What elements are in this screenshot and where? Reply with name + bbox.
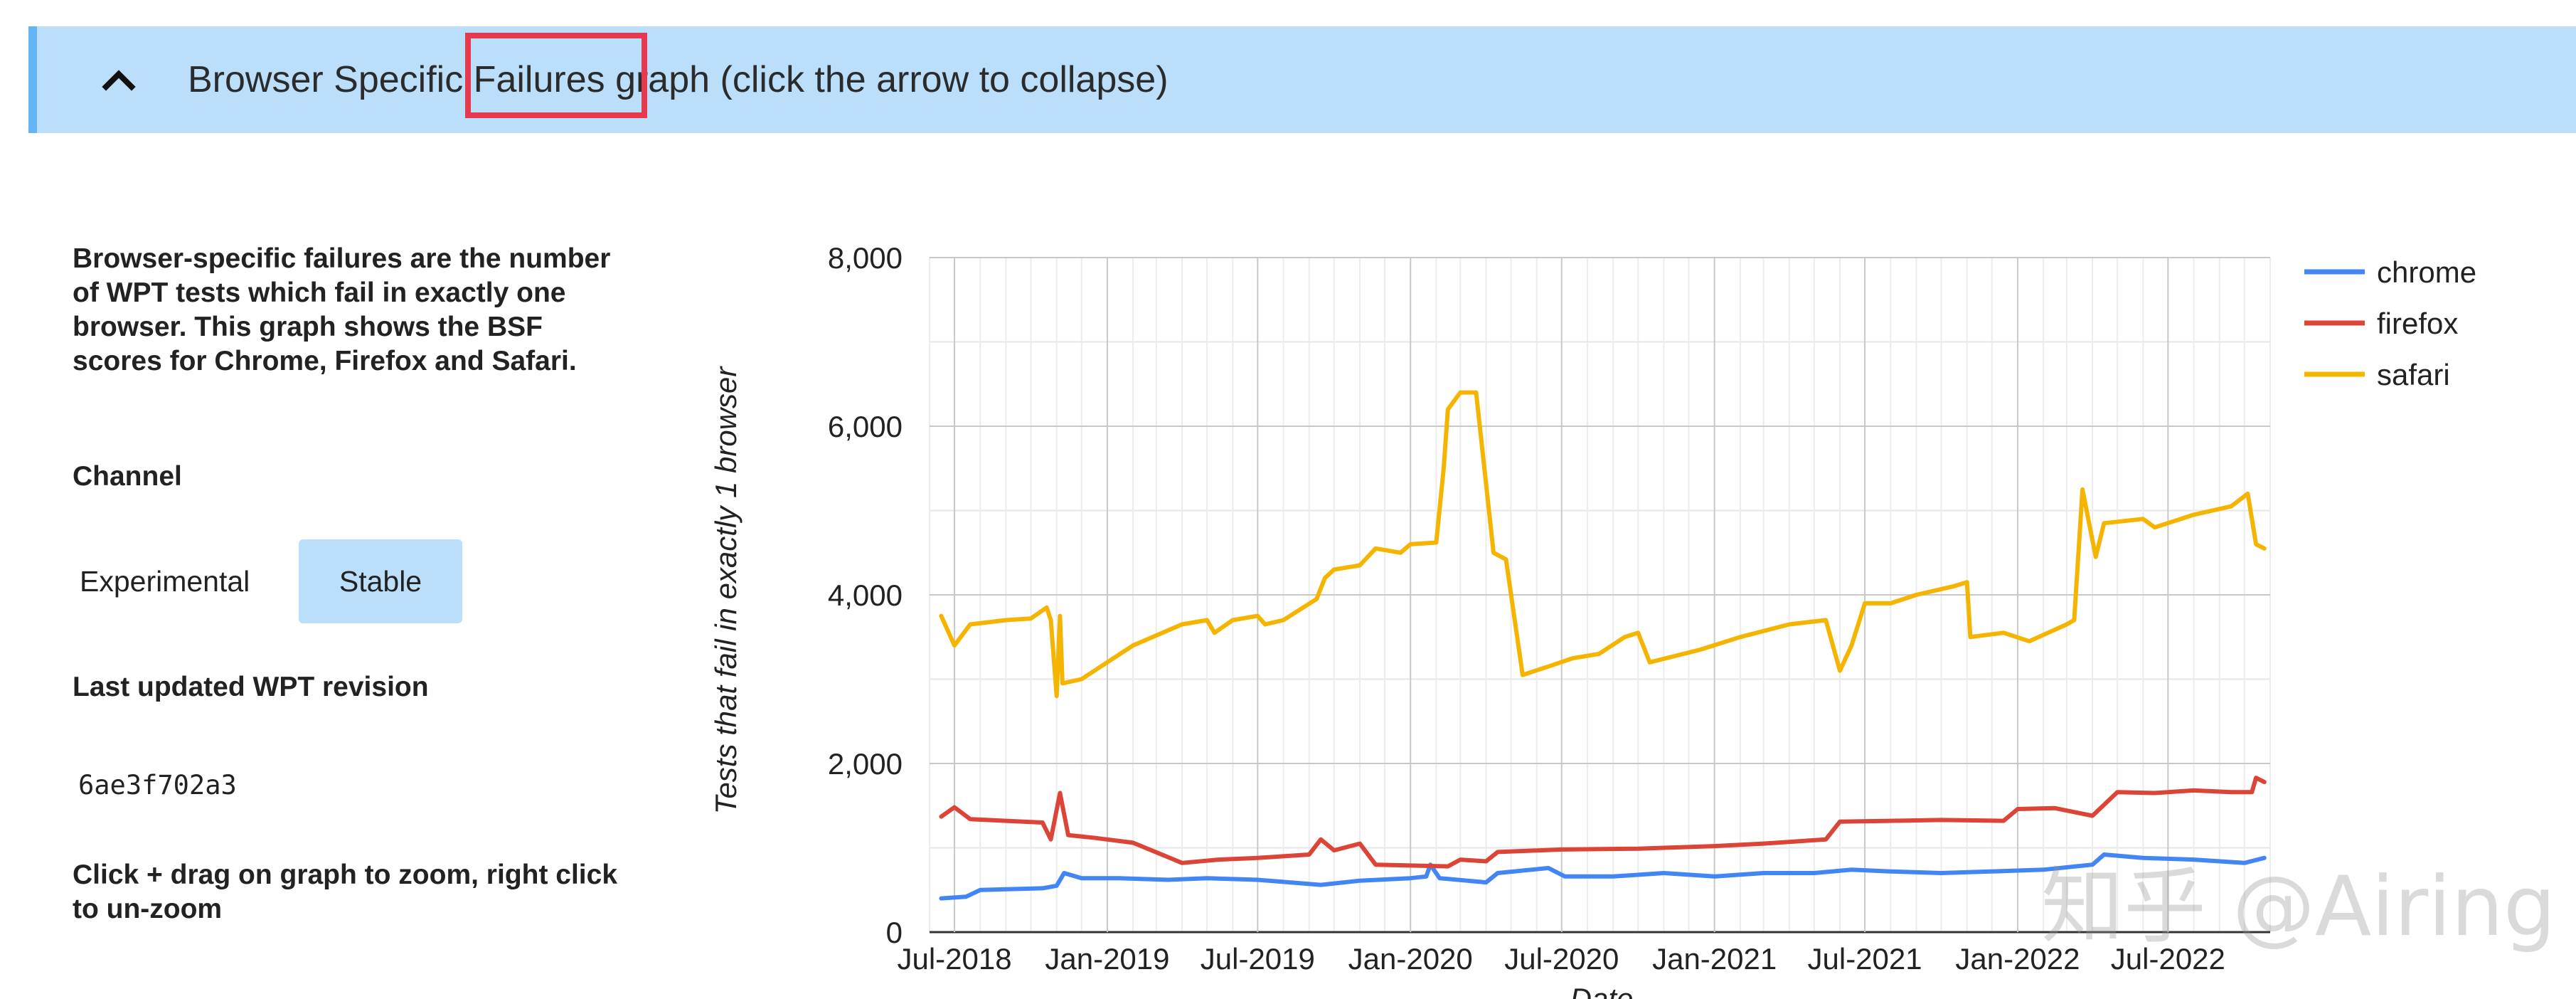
revision-value: 6ae3f702a3 bbox=[78, 770, 237, 800]
x-tick-label: Jan-2019 bbox=[1045, 942, 1169, 976]
sidebar: Browser-specific failures are the number… bbox=[73, 242, 656, 924]
x-axis-title: Date bbox=[1570, 982, 1634, 999]
channel-experimental-button[interactable]: Experimental bbox=[80, 564, 250, 598]
y-tick-label: 0 bbox=[886, 916, 903, 949]
legend-label-safari: safari bbox=[2377, 358, 2450, 391]
y-tick-label: 4,000 bbox=[828, 578, 903, 612]
watermark-text: 知乎 @Airing bbox=[2041, 859, 2556, 955]
x-tick-label: Jul-2022 bbox=[2111, 942, 2225, 976]
x-tick-label: Jul-2020 bbox=[1504, 942, 1619, 976]
chart-grid-major bbox=[930, 257, 2270, 934]
y-axis-title: Tests that fail in exactly 1 browser bbox=[709, 366, 743, 815]
x-tick-label: Jan-2022 bbox=[1955, 942, 2080, 976]
description-text: Browser-specific failures are the number… bbox=[73, 243, 611, 376]
x-tick-label: Jul-2018 bbox=[897, 942, 1011, 976]
chevron-up-icon-glyph bbox=[102, 70, 136, 91]
series-line-safari bbox=[939, 390, 2267, 699]
series-line-chrome bbox=[939, 852, 2267, 901]
y-tick-label: 8,000 bbox=[828, 241, 903, 275]
x-tick-label: Jul-2021 bbox=[1808, 942, 1922, 976]
section-header: Browser Specific Failures graph (click t… bbox=[28, 26, 2576, 133]
series-line-firefox bbox=[939, 776, 2267, 869]
y-tick-label: 2,000 bbox=[828, 747, 903, 781]
x-tick-label: Jan-2021 bbox=[1652, 942, 1777, 976]
chart-legend: chrome firefox safari bbox=[2304, 255, 2476, 391]
x-tick-labels: Jul-2018 Jan-2019 Jul-2019 Jan-2020 Jul-2020… bbox=[897, 942, 2225, 976]
legend-label-firefox: firefox bbox=[2377, 307, 2458, 340]
legend-label-chrome: chrome bbox=[2377, 255, 2476, 289]
y-tick-labels: 0 2,000 4,000 6,000 8,000 bbox=[828, 241, 903, 949]
y-tick-label: 6,000 bbox=[828, 410, 903, 443]
x-tick-label: Jan-2020 bbox=[1348, 942, 1473, 976]
channel-label: Channel bbox=[73, 461, 182, 492]
revision-label: Last updated WPT revision bbox=[73, 672, 429, 702]
chevron-up-icon[interactable] bbox=[94, 58, 144, 101]
x-tick-label: Jul-2019 bbox=[1201, 942, 1315, 976]
chart-series bbox=[939, 390, 2267, 901]
zoom-hint: Click + drag on graph to zoom, right cli… bbox=[73, 860, 618, 924]
section-title: Browser Specific Failures graph (click t… bbox=[188, 59, 1169, 100]
annotation-highlight-box bbox=[465, 33, 647, 118]
channel-stable-button[interactable]: Stable bbox=[299, 539, 462, 623]
